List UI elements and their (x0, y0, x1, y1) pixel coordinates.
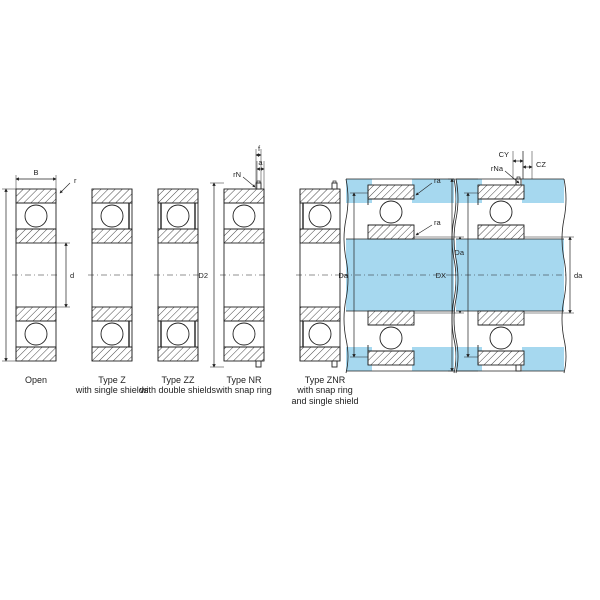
svg-text:Da: Da (454, 248, 464, 257)
caption-zz-title: Type ZZ (161, 375, 194, 385)
caption-znr-sub: with snap ringand single shield (291, 385, 358, 405)
caption-znr-title: Type ZNR (305, 375, 346, 385)
svg-text:rN: rN (233, 170, 241, 179)
caption-z-title: Type Z (98, 375, 126, 385)
svg-text:Da: Da (338, 271, 348, 280)
svg-text:ra: ra (434, 218, 441, 227)
svg-text:r: r (74, 176, 77, 185)
svg-text:CZ: CZ (536, 160, 546, 169)
svg-text:ra: ra (434, 176, 441, 185)
caption-nr-sub: with snap ring (216, 385, 272, 395)
svg-text:rNa: rNa (491, 164, 504, 173)
caption-nr-title: Type NR (226, 375, 261, 385)
svg-text:f: f (258, 144, 261, 153)
svg-text:DX: DX (436, 271, 446, 280)
svg-text:D2: D2 (198, 271, 208, 280)
svg-text:da: da (574, 271, 583, 280)
caption-nr: Type NR with snap ring (204, 375, 284, 396)
diagram-stage: BrDdD2afrNraraDadaDXDadaCYCZrNa Open Typ… (0, 0, 600, 600)
svg-text:CY: CY (499, 150, 509, 159)
svg-text:B: B (33, 168, 38, 177)
svg-text:d: d (70, 271, 74, 280)
bearing-diagram-svg: BrDdD2afrNraraDadaDXDadaCYCZrNa (0, 0, 600, 600)
caption-znr: Type ZNR with snap ringand single shield (280, 375, 370, 406)
caption-open: Open (0, 375, 76, 385)
svg-text:D: D (0, 271, 1, 280)
